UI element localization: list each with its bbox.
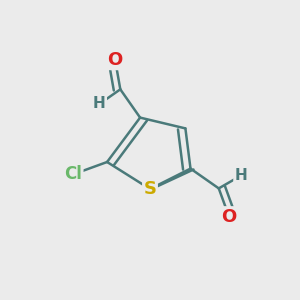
Text: O: O (107, 51, 123, 69)
Text: S: S (143, 180, 157, 198)
Text: O: O (221, 208, 237, 226)
Text: Cl: Cl (64, 165, 82, 183)
Text: H: H (235, 168, 247, 183)
Text: H: H (93, 97, 106, 112)
